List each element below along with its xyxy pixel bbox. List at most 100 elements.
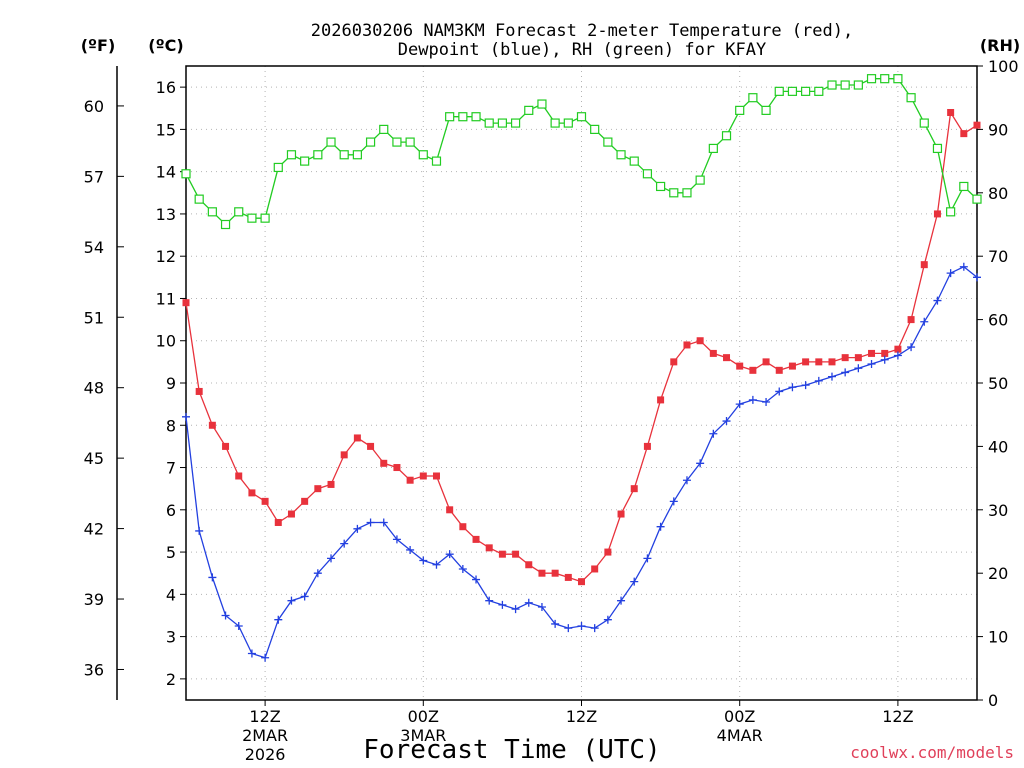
data-point-2-meter-temperature bbox=[947, 108, 955, 116]
data-point-dewpoint bbox=[564, 624, 573, 633]
data-point-dewpoint bbox=[722, 417, 731, 426]
data-point-rh bbox=[313, 150, 323, 160]
celsius-tick-label: 16 bbox=[156, 78, 176, 97]
fahrenheit-tick-label: 39 bbox=[84, 590, 104, 609]
celsius-tick-label: 3 bbox=[166, 628, 176, 647]
data-point-dewpoint bbox=[577, 622, 586, 631]
data-point-rh bbox=[748, 93, 758, 103]
chart-title-line1: 2026030206 NAM3KM Forecast 2-meter Tempe… bbox=[311, 21, 853, 41]
data-point-2-meter-temperature bbox=[920, 261, 928, 269]
fahrenheit-tick-label: 60 bbox=[84, 97, 104, 116]
data-point-rh bbox=[339, 150, 349, 160]
data-point-dewpoint bbox=[617, 596, 626, 605]
data-point-dewpoint bbox=[379, 518, 388, 527]
celsius-tick-label: 11 bbox=[156, 289, 176, 308]
data-point-dewpoint bbox=[643, 554, 652, 563]
data-point-dewpoint bbox=[287, 596, 296, 605]
data-point-dewpoint bbox=[366, 518, 375, 527]
data-point-rh bbox=[286, 150, 297, 160]
data-point-dewpoint bbox=[656, 522, 665, 531]
data-point-2-meter-temperature bbox=[723, 354, 731, 362]
data-point-rh bbox=[563, 118, 573, 128]
data-point-dewpoint bbox=[485, 596, 494, 605]
data-point-2-meter-temperature bbox=[578, 578, 585, 586]
celsius-tick-label: 14 bbox=[156, 163, 176, 182]
data-point-dewpoint bbox=[630, 577, 639, 586]
celsius-tick-label: 7 bbox=[166, 459, 176, 478]
rh-tick-label: 0 bbox=[988, 691, 998, 710]
data-point-rh bbox=[194, 194, 204, 204]
data-point-2-meter-temperature bbox=[775, 366, 783, 374]
data-point-rh bbox=[616, 150, 626, 160]
data-point-2-meter-temperature bbox=[393, 464, 401, 472]
grid-lines bbox=[186, 66, 977, 700]
data-point-2-meter-temperature bbox=[327, 480, 335, 488]
data-point-rh bbox=[260, 213, 270, 223]
data-point-rh bbox=[510, 118, 521, 128]
data-point-rh bbox=[590, 124, 600, 135]
data-point-dewpoint bbox=[340, 539, 349, 548]
data-point-rh bbox=[405, 137, 415, 147]
data-point-2-meter-temperature bbox=[933, 210, 941, 218]
rh-tick-label: 20 bbox=[988, 564, 1008, 583]
data-point-2-meter-temperature bbox=[195, 387, 203, 395]
fahrenheit-tick-label: 51 bbox=[84, 308, 104, 327]
rh-tick-label: 40 bbox=[988, 437, 1008, 456]
data-point-rh bbox=[774, 86, 784, 96]
data-point-2-meter-temperature bbox=[854, 354, 862, 362]
data-point-2-meter-temperature bbox=[301, 497, 309, 505]
data-point-dewpoint bbox=[327, 554, 336, 563]
data-point-rh bbox=[379, 124, 389, 135]
data-point-dewpoint bbox=[933, 296, 942, 305]
data-point-rh bbox=[471, 112, 481, 122]
data-point-dewpoint bbox=[353, 524, 362, 533]
data-point-dewpoint bbox=[946, 269, 955, 278]
data-point-dewpoint bbox=[920, 317, 929, 326]
data-point-dewpoint bbox=[696, 459, 705, 468]
data-point-rh bbox=[682, 188, 692, 198]
celsius-unit-label: (ºC) bbox=[148, 36, 183, 55]
data-point-2-meter-temperature bbox=[828, 358, 836, 366]
data-point-dewpoint bbox=[709, 429, 718, 438]
fahrenheit-tick-label: 42 bbox=[84, 520, 104, 539]
x-tick-label: 00Z bbox=[724, 707, 755, 726]
celsius-tick-label: 12 bbox=[156, 247, 176, 266]
data-point-dewpoint bbox=[406, 545, 415, 554]
fahrenheit-unit-label: (ºF) bbox=[81, 36, 116, 55]
data-point-dewpoint bbox=[537, 603, 546, 612]
data-point-dewpoint bbox=[313, 569, 322, 578]
data-point-rh bbox=[576, 112, 587, 122]
data-point-2-meter-temperature bbox=[261, 497, 269, 505]
x-tick-date-label: 4MAR bbox=[717, 726, 763, 745]
data-point-2-meter-temperature bbox=[380, 459, 388, 467]
data-point-2-meter-temperature bbox=[340, 451, 348, 459]
data-point-rh bbox=[919, 118, 929, 128]
x-tick-label: 12Z bbox=[882, 707, 913, 726]
data-point-rh bbox=[787, 86, 798, 96]
data-point-2-meter-temperature bbox=[472, 535, 480, 543]
data-point-rh bbox=[629, 156, 639, 166]
rh-tick-label: 80 bbox=[988, 184, 1008, 203]
x-tick-label: 12Z bbox=[566, 707, 597, 726]
data-point-dewpoint bbox=[247, 649, 256, 658]
data-point-2-meter-temperature bbox=[643, 442, 651, 450]
data-point-rh bbox=[840, 80, 850, 90]
data-point-dewpoint bbox=[893, 351, 902, 360]
data-point-dewpoint bbox=[762, 398, 771, 407]
data-point-2-meter-temperature bbox=[564, 573, 572, 581]
data-point-2-meter-temperature bbox=[762, 358, 770, 366]
data-point-dewpoint bbox=[195, 526, 204, 535]
data-point-rh bbox=[642, 169, 653, 179]
x-tick-date-label: 3MAR bbox=[400, 726, 446, 745]
data-point-rh bbox=[669, 188, 679, 198]
data-point-dewpoint bbox=[788, 383, 797, 392]
data-point-rh bbox=[708, 143, 718, 154]
rh-tick-label: 70 bbox=[988, 247, 1008, 266]
celsius-tick-label: 5 bbox=[166, 543, 176, 562]
data-point-dewpoint bbox=[432, 560, 441, 569]
data-point-2-meter-temperature bbox=[222, 442, 230, 450]
data-point-dewpoint bbox=[472, 575, 481, 584]
credit-link[interactable]: coolwx.com/models bbox=[850, 743, 1014, 762]
data-point-rh bbox=[801, 86, 811, 96]
